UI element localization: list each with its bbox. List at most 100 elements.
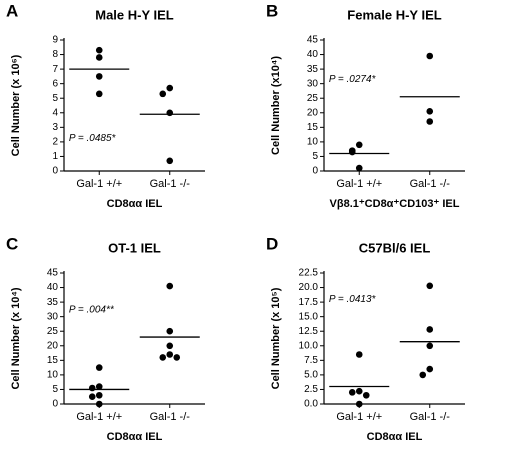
panel-title: Male H-Y IEL bbox=[95, 7, 174, 22]
y-tick-label: 5.0 bbox=[304, 370, 318, 381]
y-tick-label: 9 bbox=[52, 35, 58, 46]
y-tick-label: 7.5 bbox=[304, 355, 318, 366]
x-tick-label: Gal-1 +/+ bbox=[336, 178, 382, 190]
p-value-annotation: P = .004** bbox=[69, 304, 115, 315]
x-tick-label: Gal-1 +/+ bbox=[76, 178, 122, 190]
data-point bbox=[348, 148, 356, 156]
data-point bbox=[426, 342, 434, 350]
data-point bbox=[426, 118, 434, 125]
x-tick-label: Gal-1 -/- bbox=[410, 178, 451, 190]
y-tick-label: 22.5 bbox=[299, 268, 319, 279]
panel-title: OT-1 IEL bbox=[108, 240, 161, 255]
y-tick-label: 20 bbox=[47, 340, 59, 351]
y-axis-label: Cell Number (x 10⁶) bbox=[10, 54, 22, 156]
y-tick-label: 0 bbox=[312, 166, 318, 177]
y-tick-label: 0 bbox=[52, 399, 58, 410]
data-point bbox=[95, 391, 103, 399]
data-point bbox=[95, 54, 103, 61]
y-tick-label: 10 bbox=[307, 137, 319, 148]
data-point bbox=[362, 391, 370, 399]
y-tick-label: 2.5 bbox=[304, 384, 318, 395]
panel: B Female H-Y IEL 0 5 10 15 20 25 30 35 40 45 Cell Nu… bbox=[266, 1, 465, 210]
panel-title: Female H-Y IEL bbox=[347, 7, 441, 22]
data-point bbox=[419, 371, 427, 379]
panel: A Male H-Y IEL 0 1 2 3 4 5 6 7 8 9 Cell Number (x 10… bbox=[6, 1, 205, 210]
x-tick-label: Gal-1 -/- bbox=[150, 411, 191, 423]
x-axis-label: CD8αα IEL bbox=[107, 431, 163, 443]
x-tick-label: Gal-1 +/+ bbox=[76, 411, 122, 423]
y-tick-label: 20 bbox=[307, 107, 319, 118]
panel-title: C57Bl/6 IEL bbox=[359, 240, 431, 255]
x-tick-label: Gal-1 +/+ bbox=[336, 411, 382, 423]
y-tick-label: 35 bbox=[307, 64, 319, 75]
y-axis-label: Cell Number (x 10⁴) bbox=[10, 287, 22, 389]
y-tick-label: 10 bbox=[47, 370, 59, 381]
data-point bbox=[95, 46, 103, 54]
panel-letter: D bbox=[266, 234, 278, 253]
data-point bbox=[95, 383, 103, 390]
data-point bbox=[426, 52, 434, 60]
data-point bbox=[426, 108, 434, 115]
y-tick-label: 5 bbox=[52, 384, 58, 395]
data-point bbox=[95, 364, 103, 371]
panel: D C57Bl/6 IEL 0.0 2.5 5.0 7.5 10.0 12.5 15.0 17.5… bbox=[266, 234, 465, 443]
data-point bbox=[159, 90, 167, 98]
p-value-annotation: P = .0274* bbox=[329, 74, 377, 85]
y-tick-label: 40 bbox=[307, 49, 319, 60]
y-tick-label: 40 bbox=[47, 282, 59, 293]
y-tick-label: 15 bbox=[47, 355, 59, 366]
y-tick-label: 7 bbox=[52, 64, 58, 75]
data-point bbox=[426, 326, 434, 333]
data-point bbox=[95, 90, 103, 98]
y-tick-label: 30 bbox=[47, 311, 59, 322]
data-point bbox=[355, 141, 363, 149]
y-tick-label: 20.0 bbox=[299, 282, 319, 293]
p-value-annotation: P = .0485* bbox=[69, 133, 117, 144]
y-axis-label: Cell Number (x10⁴) bbox=[270, 56, 282, 155]
x-tick-label: Gal-1 -/- bbox=[150, 178, 191, 190]
y-tick-label: 25 bbox=[307, 93, 319, 104]
y-tick-label: 15.0 bbox=[299, 311, 319, 322]
data-point bbox=[348, 389, 356, 396]
panel-letter: A bbox=[6, 1, 18, 20]
y-tick-label: 30 bbox=[307, 78, 319, 89]
y-tick-label: 0.0 bbox=[304, 399, 318, 410]
data-point bbox=[426, 365, 434, 373]
data-point bbox=[355, 400, 363, 408]
x-tick-label: Gal-1 -/- bbox=[410, 411, 451, 423]
y-tick-label: 5 bbox=[52, 93, 58, 104]
data-point bbox=[159, 354, 167, 361]
panel: C OT-1 IEL 0 5 10 15 20 25 30 35 40 45 Cell Number (… bbox=[6, 234, 205, 443]
y-tick-label: 4 bbox=[52, 107, 58, 118]
data-point bbox=[166, 109, 174, 117]
y-tick-label: 35 bbox=[47, 297, 59, 308]
y-tick-label: 25 bbox=[47, 326, 59, 337]
data-point bbox=[166, 342, 174, 350]
data-point bbox=[88, 384, 96, 392]
data-point bbox=[95, 73, 103, 80]
data-point bbox=[95, 400, 103, 408]
data-point bbox=[355, 164, 363, 172]
y-tick-label: 5 bbox=[312, 151, 318, 162]
y-tick-label: 0 bbox=[52, 166, 58, 177]
y-tick-label: 3 bbox=[52, 122, 58, 133]
y-tick-label: 45 bbox=[307, 35, 319, 46]
data-point bbox=[355, 351, 363, 358]
data-point bbox=[426, 282, 434, 290]
y-tick-label: 17.5 bbox=[299, 297, 319, 308]
data-point bbox=[166, 157, 174, 165]
panel-letter: B bbox=[266, 1, 278, 20]
y-tick-label: 2 bbox=[52, 137, 58, 148]
y-tick-label: 6 bbox=[52, 78, 58, 89]
y-axis-label: Cell Number (x 10⁵) bbox=[270, 287, 282, 389]
data-point bbox=[355, 387, 363, 395]
y-tick-label: 1 bbox=[52, 151, 58, 162]
p-value-annotation: P = .0413* bbox=[329, 294, 377, 305]
x-axis-label: Vβ8.1⁺CD8α⁺CD103⁺ IEL bbox=[330, 198, 460, 210]
data-point bbox=[166, 84, 174, 92]
data-point bbox=[173, 354, 181, 361]
data-point bbox=[88, 393, 96, 401]
y-tick-label: 8 bbox=[52, 49, 58, 60]
data-point bbox=[166, 282, 174, 290]
